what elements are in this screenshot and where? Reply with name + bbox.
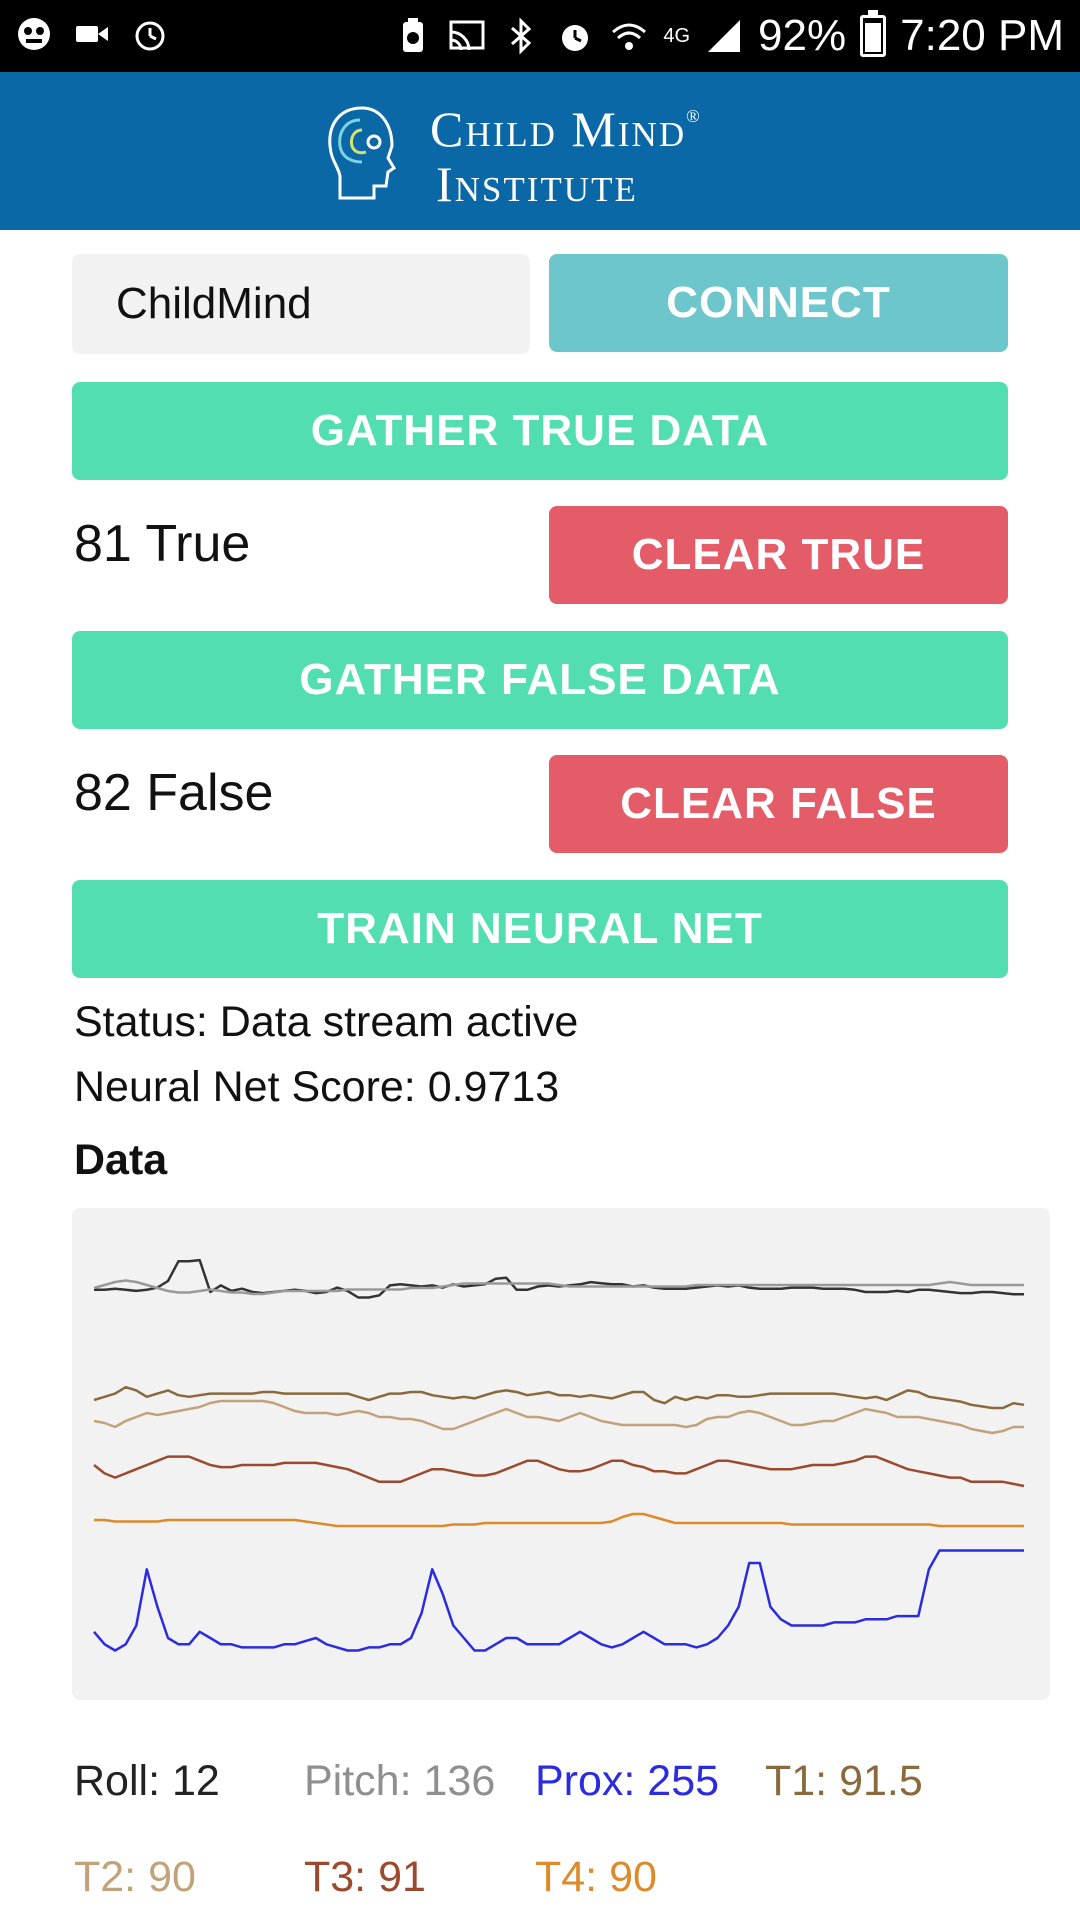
prox-reading-text: Prox: 255 <box>535 1757 719 1805</box>
battery-saver-icon <box>393 16 433 56</box>
notification-icon <box>14 14 54 54</box>
prox-reading: Prox: 255 <box>535 1757 719 1806</box>
false-count-label: 82 False <box>74 763 273 823</box>
pitch-reading: Pitch: 136 <box>304 1757 495 1806</box>
status-right-icons: 4G 92% 7:20 PM <box>393 6 1064 66</box>
network-type: 4G <box>663 6 690 66</box>
data-section-title: Data <box>74 1136 167 1185</box>
device-name-input[interactable] <box>72 254 530 354</box>
alarm-icon <box>555 16 595 56</box>
series-line-t2 <box>94 1401 1024 1433</box>
wifi-icon <box>609 16 649 56</box>
alarm-icon <box>130 14 170 54</box>
pitch-reading-text: Pitch: 136 <box>304 1757 495 1805</box>
t3-reading-text: T3: 91 <box>304 1853 426 1901</box>
battery-icon <box>860 15 886 57</box>
roll-reading: Roll: 12 <box>74 1757 220 1806</box>
connect-button[interactable]: CONNECT <box>549 254 1008 352</box>
clear-false-button[interactable]: CLEAR FALSE <box>549 755 1008 853</box>
head-logo-icon <box>322 102 402 202</box>
status-text: Status: Data stream active <box>74 998 578 1047</box>
t1-reading-text: T1: 91.5 <box>765 1757 923 1805</box>
cast-icon <box>447 16 487 56</box>
series-line-t3 <box>94 1457 1024 1486</box>
bluetooth-icon <box>501 16 541 56</box>
neural-net-score: Neural Net Score: 0.9713 <box>74 1063 559 1112</box>
status-left-icons <box>14 14 170 54</box>
true-count-label: 81 True <box>74 514 250 574</box>
app-header: Child Mind® Institute <box>0 72 1080 230</box>
t1-reading: T1: 91.5 <box>765 1757 923 1806</box>
clear-true-button[interactable]: CLEAR TRUE <box>549 506 1008 604</box>
roll-reading-text: Roll: 12 <box>74 1757 220 1805</box>
logo-line1-text: Child Mind <box>430 101 686 157</box>
clock: 7:20 PM <box>900 6 1064 66</box>
logo-line2-text: Institute <box>436 156 638 212</box>
logo-title-line1: Child Mind® <box>430 100 702 158</box>
series-line-t4 <box>94 1514 1024 1526</box>
video-camera-icon <box>72 14 112 54</box>
series-line-prox <box>94 1551 1024 1651</box>
train-neural-net-button[interactable]: TRAIN NEURAL NET <box>72 880 1008 978</box>
registered-mark: ® <box>686 106 702 126</box>
logo-title-line2: Institute <box>436 155 638 213</box>
data-chart-panel <box>72 1208 1050 1700</box>
t2-reading: T2: 90 <box>74 1853 196 1902</box>
t4-reading-text: T4: 90 <box>535 1853 657 1901</box>
t4-reading: T4: 90 <box>535 1853 657 1902</box>
t2-reading-text: T2: 90 <box>74 1853 196 1901</box>
battery-percent: 92% <box>758 6 846 66</box>
data-chart <box>72 1208 1050 1700</box>
status-bar: 4G 92% 7:20 PM <box>0 0 1080 72</box>
gather-true-data-button[interactable]: GATHER TRUE DATA <box>72 382 1008 480</box>
series-line-t1 <box>94 1387 1024 1408</box>
gather-false-data-button[interactable]: GATHER FALSE DATA <box>72 631 1008 729</box>
t3-reading: T3: 91 <box>304 1853 426 1902</box>
signal-icon <box>704 16 744 56</box>
